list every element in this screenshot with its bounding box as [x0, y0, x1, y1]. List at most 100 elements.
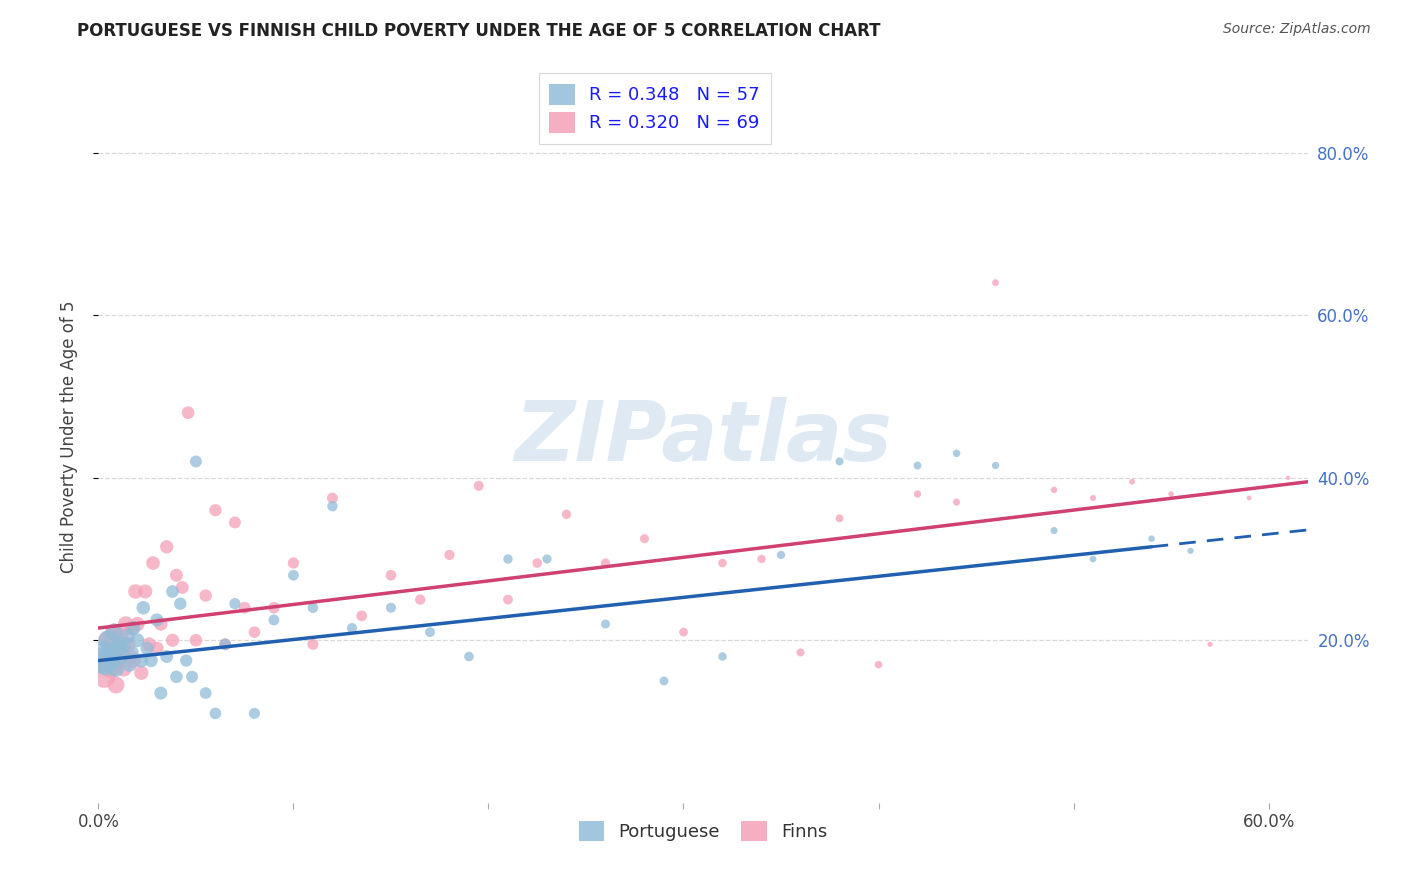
Point: [103, 625, 125, 640]
Point: [107, 641, 129, 656]
Point: [828, 511, 851, 525]
Point: [789, 645, 811, 659]
Point: [751, 552, 773, 566]
Point: [165, 670, 187, 684]
Point: [595, 556, 617, 570]
Point: [214, 637, 236, 651]
Point: [711, 556, 734, 570]
Text: Source: ZipAtlas.com: Source: ZipAtlas.com: [1223, 22, 1371, 37]
Text: PORTUGUESE VS FINNISH CHILD POVERTY UNDER THE AGE OF 5 CORRELATION CHART: PORTUGUESE VS FINNISH CHILD POVERTY UNDE…: [77, 22, 880, 40]
Point: [97, 633, 120, 648]
Point: [1160, 487, 1182, 501]
Point: [283, 568, 305, 582]
Point: [769, 548, 792, 562]
Point: [302, 637, 325, 651]
Point: [633, 532, 655, 546]
Point: [114, 617, 136, 632]
Point: [243, 625, 266, 640]
Point: [104, 662, 127, 676]
Point: [142, 556, 165, 570]
Point: [907, 487, 929, 501]
Point: [124, 584, 146, 599]
Point: [224, 516, 246, 530]
Point: [350, 608, 373, 623]
Point: [101, 654, 124, 668]
Point: [1277, 471, 1299, 485]
Point: [156, 649, 179, 664]
Point: [118, 649, 141, 664]
Point: [127, 633, 149, 648]
Point: [122, 621, 145, 635]
Point: [112, 662, 135, 676]
Point: [536, 552, 558, 566]
Point: [111, 649, 134, 664]
Point: [162, 584, 184, 599]
Point: [1316, 491, 1339, 505]
Point: [380, 600, 402, 615]
Point: [868, 657, 890, 672]
Point: [1043, 483, 1066, 497]
Point: [467, 479, 489, 493]
Point: [121, 645, 143, 659]
Point: [97, 633, 120, 648]
Point: [169, 597, 191, 611]
Point: [117, 629, 139, 643]
Point: [108, 629, 131, 643]
Point: [1043, 524, 1066, 538]
Point: [165, 568, 187, 582]
Point: [214, 637, 236, 651]
Point: [103, 625, 125, 640]
Point: [595, 617, 617, 632]
Point: [984, 458, 1007, 473]
Point: [194, 686, 217, 700]
Point: [156, 540, 179, 554]
Point: [184, 454, 207, 468]
Y-axis label: Child Poverty Under the Age of 5: Child Poverty Under the Age of 5: [59, 301, 77, 574]
Point: [263, 600, 285, 615]
Text: ZIPatlas: ZIPatlas: [515, 397, 891, 477]
Point: [945, 495, 967, 509]
Point: [131, 665, 153, 680]
Point: [136, 641, 159, 656]
Point: [93, 645, 115, 659]
Point: [96, 657, 118, 672]
Point: [321, 491, 343, 505]
Point: [122, 654, 145, 668]
Point: [496, 592, 519, 607]
Point: [118, 657, 141, 672]
Point: [672, 625, 695, 640]
Point: [111, 645, 134, 659]
Point: [409, 592, 432, 607]
Point: [321, 499, 343, 513]
Point: [172, 581, 194, 595]
Point: [1140, 532, 1163, 546]
Point: [380, 568, 402, 582]
Point: [1199, 637, 1222, 651]
Point: [224, 597, 246, 611]
Point: [149, 686, 172, 700]
Point: [204, 503, 226, 517]
Point: [194, 589, 217, 603]
Point: [138, 637, 160, 651]
Point: [496, 552, 519, 566]
Point: [132, 600, 155, 615]
Point: [340, 621, 363, 635]
Point: [984, 276, 1007, 290]
Point: [204, 706, 226, 721]
Point: [1121, 475, 1143, 489]
Point: [134, 584, 156, 599]
Legend: Portuguese, Finns: Portuguese, Finns: [571, 814, 835, 848]
Point: [108, 637, 131, 651]
Point: [526, 556, 548, 570]
Point: [127, 617, 149, 632]
Point: [1081, 552, 1104, 566]
Point: [302, 600, 325, 615]
Point: [149, 617, 172, 632]
Point: [177, 406, 200, 420]
Point: [131, 654, 153, 668]
Point: [112, 637, 135, 651]
Point: [146, 613, 169, 627]
Point: [1355, 487, 1378, 501]
Point: [139, 654, 162, 668]
Point: [1180, 544, 1202, 558]
